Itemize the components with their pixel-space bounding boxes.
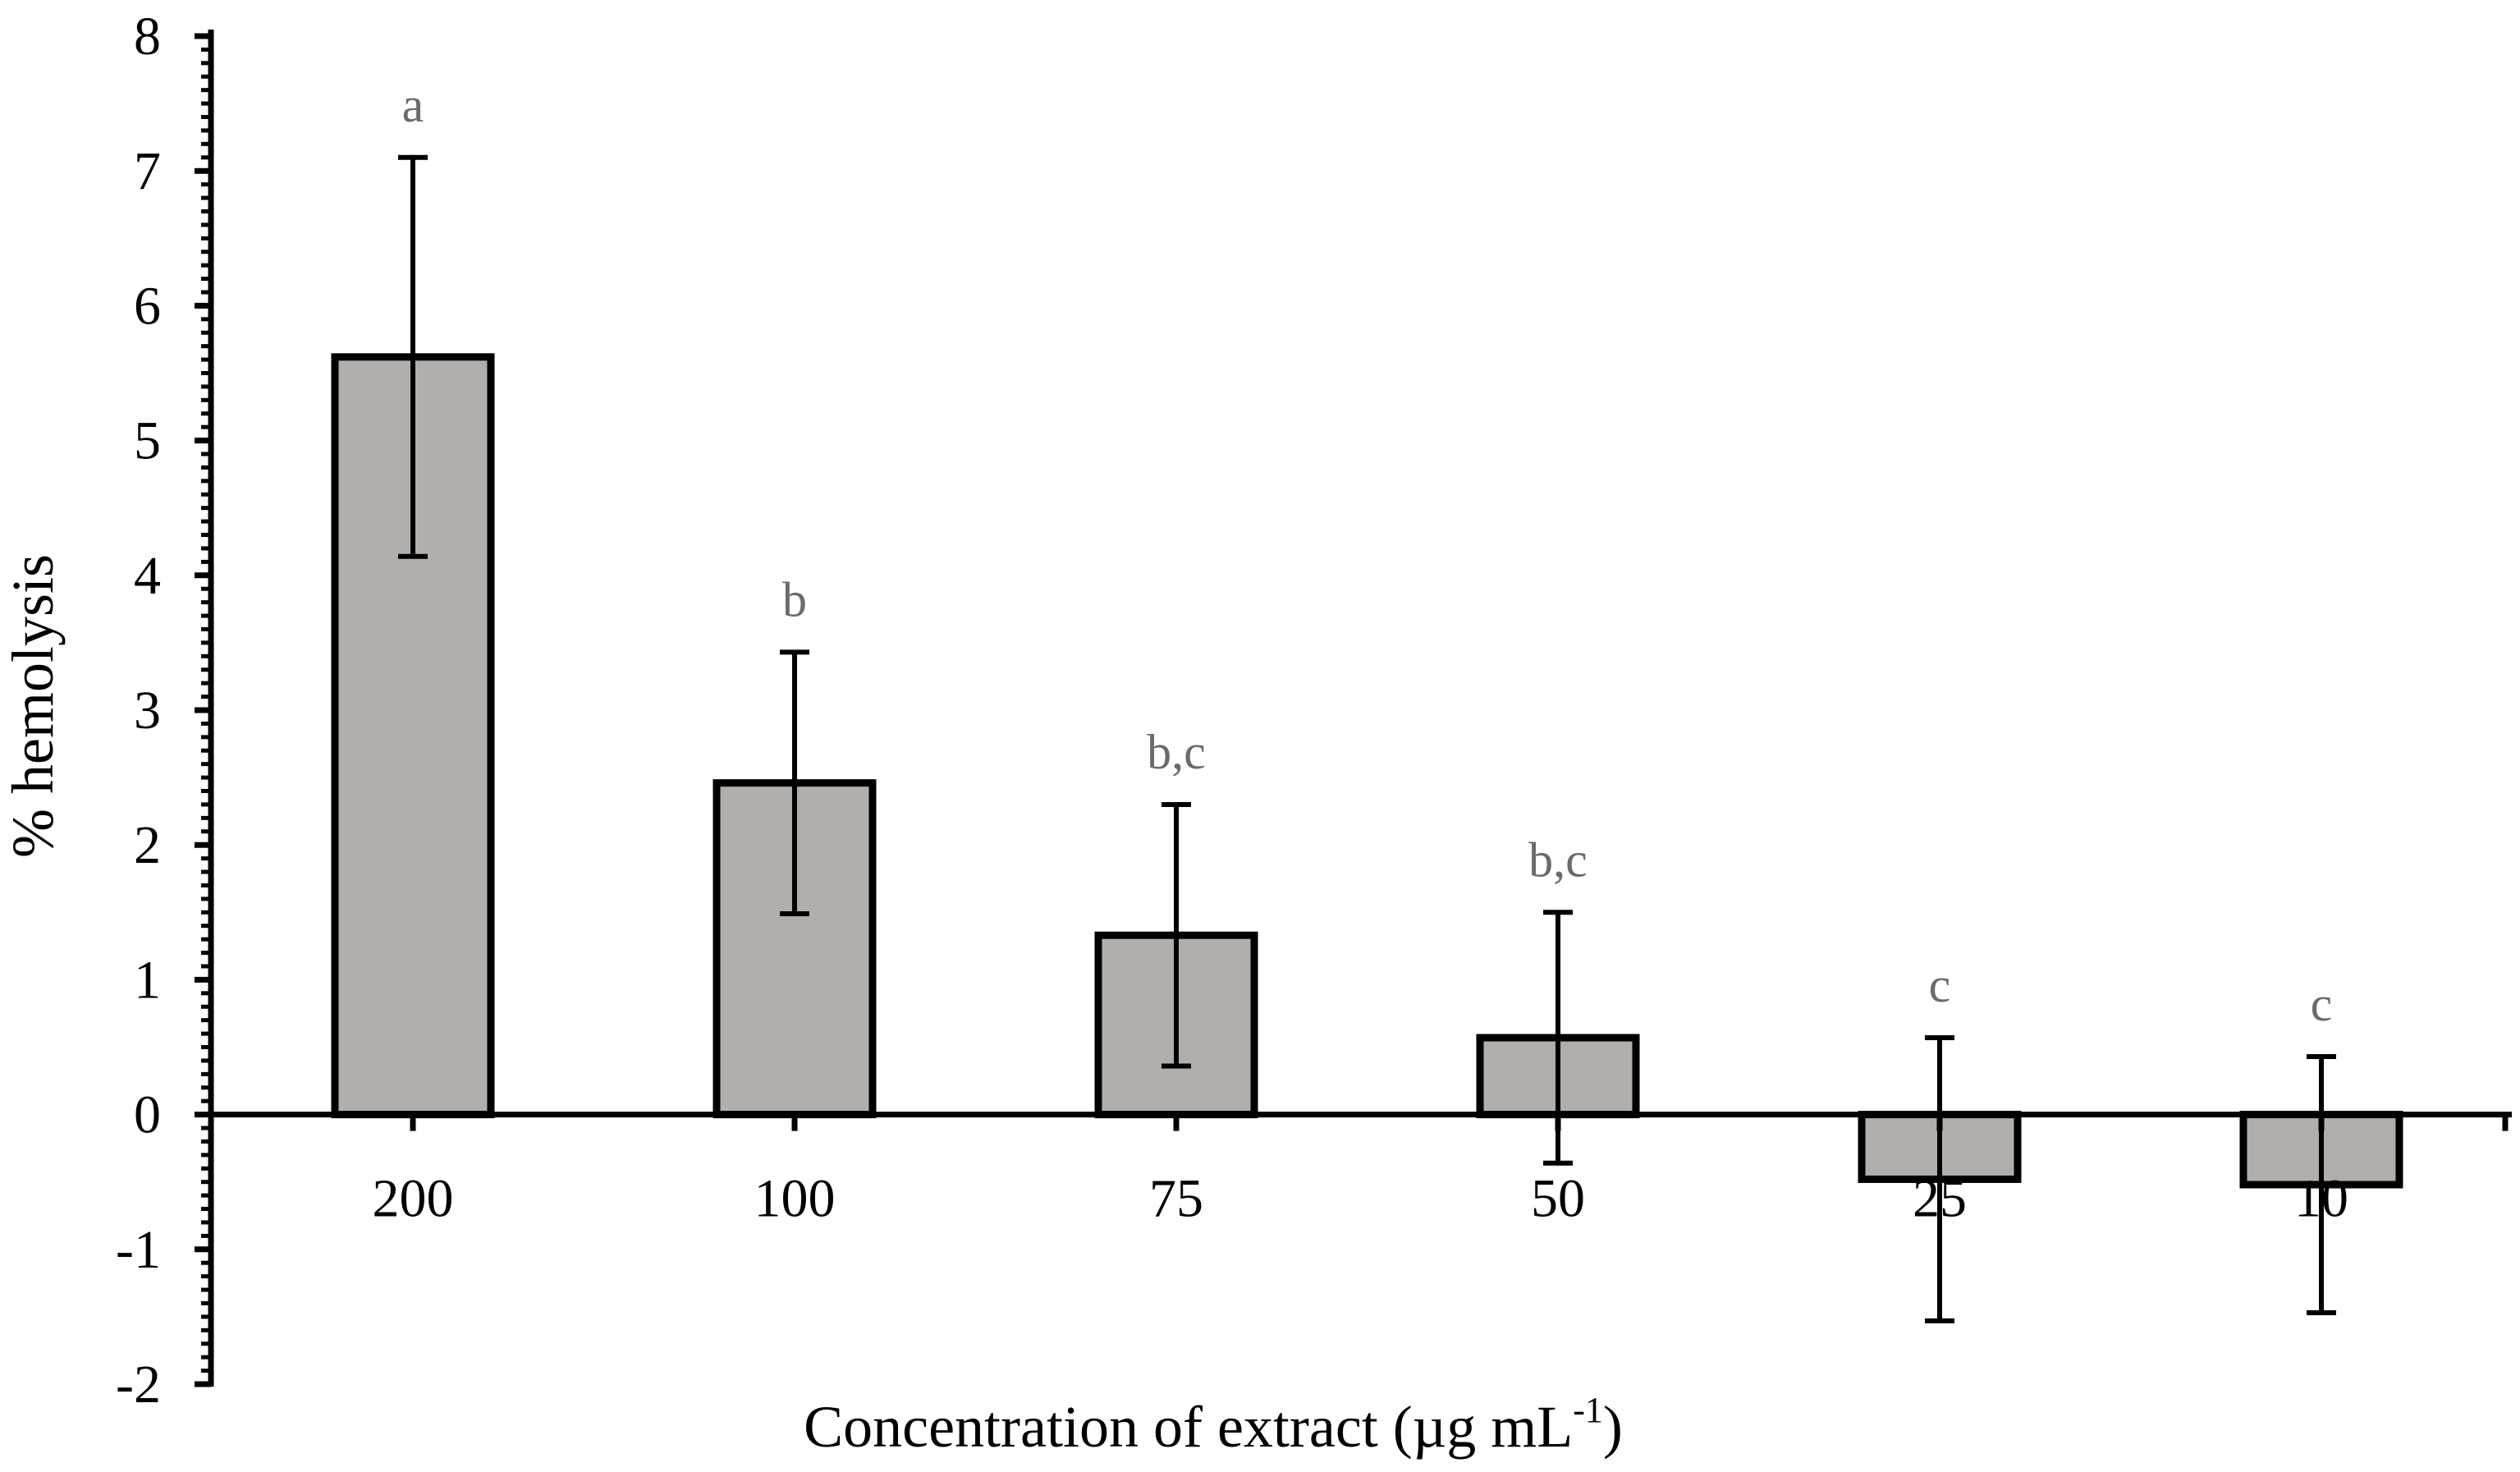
x-tick-label: 10 (2294, 1169, 2348, 1229)
y-axis-tick-labels: -2 -1 0 1 2 3 4 5 6 7 8 (116, 7, 161, 1415)
x-tick-label: 25 (1913, 1169, 1967, 1229)
y-tick-label: -2 (116, 1355, 161, 1415)
error-bar-200 (398, 154, 428, 559)
y-tick-label: 3 (134, 681, 161, 741)
x-axis-title-superscript: -1 (1573, 1390, 1603, 1430)
error-bar-10 (2307, 1053, 2336, 1315)
error-bar-100 (780, 649, 809, 916)
y-tick-label: 5 (134, 411, 161, 471)
y-tick-label: 6 (134, 276, 161, 336)
y-tick-label: 4 (134, 546, 161, 606)
significance-label: b,c (1528, 832, 1588, 887)
x-tick-label: 50 (1531, 1169, 1585, 1229)
x-tick-label: 75 (1149, 1169, 1203, 1229)
x-tick-label: 200 (373, 1169, 454, 1229)
y-tick-label: 2 (134, 815, 161, 875)
y-axis-title: % hemolysis (0, 554, 66, 858)
error-bar-25 (1925, 1035, 1954, 1323)
error-bar-75 (1161, 801, 1191, 1069)
significance-label: b,c (1147, 725, 1206, 779)
significance-label: b (782, 572, 807, 626)
bar-series (331, 353, 2403, 1189)
y-tick-label: 1 (134, 950, 161, 1010)
y-tick-label: 8 (134, 7, 161, 66)
x-axis-title-main: Concentration of extract (µg mL (804, 1394, 1573, 1460)
x-axis-title: Concentration of extract (µg mL-1) (804, 1390, 1623, 1460)
y-tick-label: 0 (134, 1085, 161, 1145)
error-bars (398, 154, 2336, 1323)
x-tick-label: 100 (754, 1169, 836, 1229)
significance-label: a (402, 78, 424, 132)
significance-label: c (1929, 958, 1951, 1012)
y-tick-label: 7 (134, 141, 161, 201)
significance-labels: a b b,c b,c c c (402, 78, 2333, 1031)
x-axis-tick-labels: 200 100 75 50 25 10 (373, 1169, 2349, 1229)
x-axis-title-suffix: ) (1603, 1394, 1623, 1460)
significance-label: c (2311, 977, 2333, 1031)
y-tick-label: -1 (116, 1220, 161, 1280)
